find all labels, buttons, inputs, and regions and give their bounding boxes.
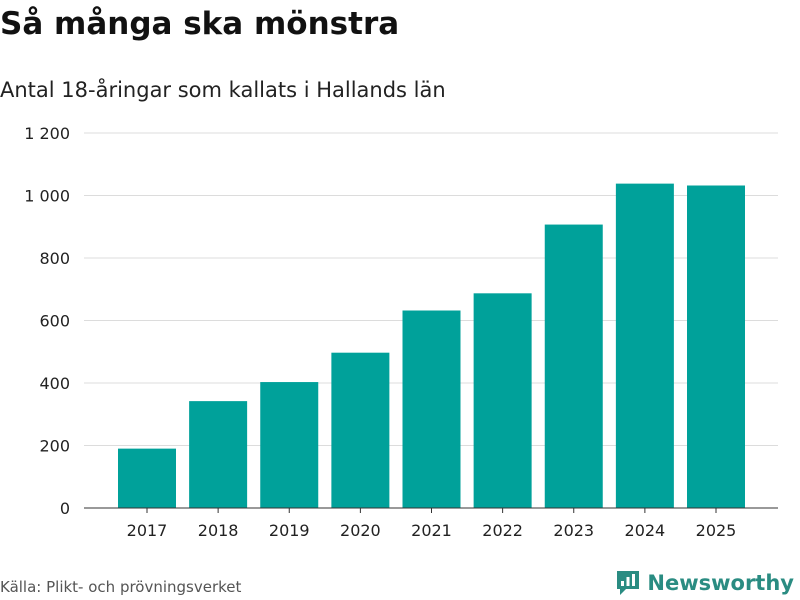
y-tick-label: 1 000	[24, 187, 70, 206]
y-tick-label: 200	[39, 437, 70, 456]
x-tick-label: 2022	[482, 521, 523, 540]
bar-2017	[118, 448, 176, 508]
y-tick-label: 800	[39, 249, 70, 268]
x-axis-ticks: 2017 2018 2019 2020 2021 2022 2023 2024 2025	[127, 508, 737, 540]
y-tick-label: 1 200	[24, 124, 70, 143]
y-tick-label: 600	[39, 312, 70, 331]
bar-2022	[473, 293, 532, 508]
bar-2021	[402, 310, 461, 508]
bar-2024	[615, 183, 674, 508]
x-tick-label: 2020	[340, 521, 381, 540]
x-tick-label: 2019	[269, 521, 310, 540]
x-tick-label: 2018	[198, 521, 239, 540]
y-tick-label: 0	[60, 499, 70, 518]
bar-2019	[260, 382, 319, 508]
bar-2018	[189, 401, 248, 508]
chart-subtitle: Antal 18-åringar som kallats i Hallands …	[0, 78, 446, 102]
newsworthy-logo-icon	[617, 571, 640, 595]
y-tick-label: 400	[39, 374, 70, 393]
bar-2023	[544, 224, 603, 508]
y-axis-ticks: 0 200 400 600 800 1 000 1 200	[24, 124, 70, 518]
bar-2020	[331, 352, 390, 508]
x-tick-label: 2025	[696, 521, 737, 540]
bar-2025	[687, 185, 745, 508]
brand-name: Newsworthy	[647, 571, 794, 595]
bars	[118, 183, 745, 508]
x-tick-label: 2021	[411, 521, 452, 540]
source-note: Källa: Plikt- och prövningsverket	[0, 578, 242, 596]
x-tick-label: 2017	[127, 521, 168, 540]
chart-title: Så många ska mönstra	[0, 6, 400, 42]
x-tick-label: 2024	[625, 521, 666, 540]
brand-logo: Newsworthy	[615, 569, 794, 597]
x-tick-label: 2023	[553, 521, 594, 540]
